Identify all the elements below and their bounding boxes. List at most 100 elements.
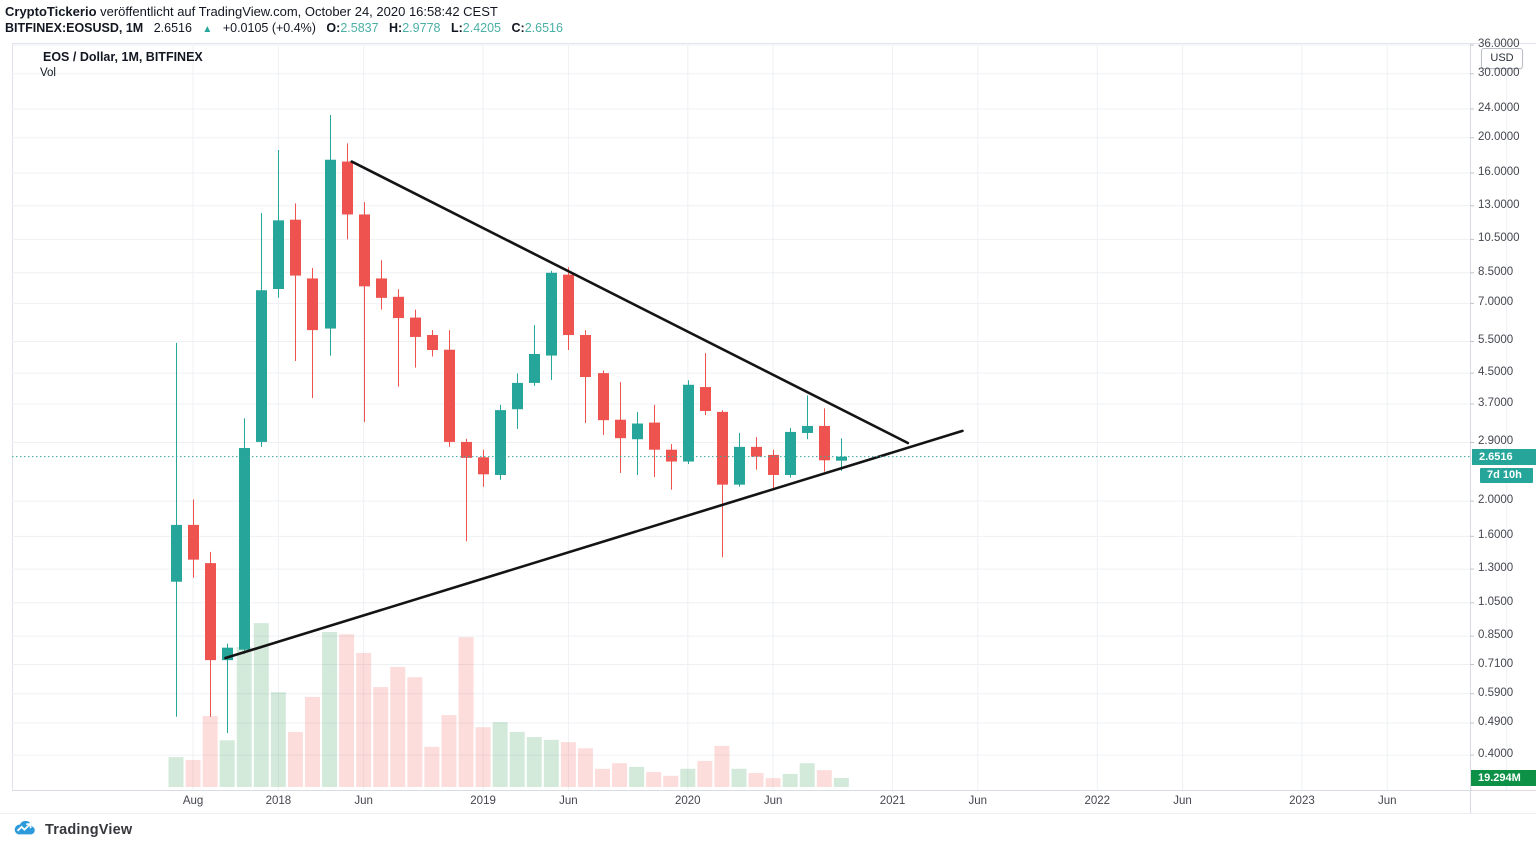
time-tick-label: Aug (182, 795, 204, 807)
candle-body (393, 296, 404, 319)
price-tick-label: 10.5000 (1478, 232, 1520, 245)
symbol-header: BITFINEX:EOSUSD, 1M 2.6516 ▲ +0.0105 (+0… (5, 21, 563, 37)
price-tick-label: 3.7000 (1478, 397, 1514, 410)
tradingview-cloud-icon (14, 821, 35, 835)
time-axis[interactable]: Aug 2018 Jun 2019 Jun 2020 Jun 2021 Jun 2022 Jun 20… (0, 791, 1536, 813)
volume-bar (543, 739, 559, 787)
price-tick-label: 7.0000 (1478, 296, 1514, 309)
price-tick-label: 2.0000 (1478, 494, 1514, 507)
volume-bar (560, 742, 576, 787)
volume-bar (185, 759, 201, 787)
last-price: 2.6516 (153, 21, 192, 35)
volume-bar (373, 687, 389, 787)
price-tick-label: 36.0000 (1478, 38, 1520, 50)
volume-bar (646, 772, 662, 787)
price-tick-label: 1.6000 (1478, 529, 1514, 542)
price-axis[interactable]: USD 2.6516 7d 10h 19.294M 36.0000 30.0000… (1471, 38, 1536, 790)
footer-separator (0, 813, 1536, 814)
candle-body (239, 448, 250, 650)
symbol-name: BITFINEX:EOSUSD, 1M (5, 21, 144, 35)
candle-body (649, 422, 660, 450)
volume-bar (612, 763, 628, 787)
candle-body (342, 161, 353, 215)
candle-body (290, 219, 301, 276)
volume-bar (441, 715, 457, 787)
price-tick-label: 2.9000 (1478, 435, 1514, 448)
candle-body (359, 214, 370, 287)
volume-bar (799, 763, 815, 787)
candle-body (598, 373, 609, 421)
candle-body (768, 454, 779, 475)
volume-bar (270, 692, 286, 787)
currency-unit-button[interactable]: USD (1481, 48, 1523, 69)
high-label: H: (389, 21, 403, 35)
price-tick-label: 16.0000 (1478, 165, 1520, 178)
candle-body (171, 524, 182, 582)
candle-body (683, 384, 694, 462)
time-tick-label: 2022 (1084, 795, 1111, 807)
volume-bar (697, 760, 713, 787)
candle-body (188, 524, 199, 560)
candle-body (700, 387, 711, 412)
tradingview-logo-text: TradingView (45, 821, 133, 838)
volume-bar (714, 745, 730, 787)
time-tick-label: 2018 (265, 795, 292, 807)
price-tick-label: 5.5000 (1478, 334, 1514, 347)
close-value: 2.6516 (524, 21, 563, 35)
candle-body (666, 449, 677, 462)
candle-body (495, 410, 506, 475)
candle-body (444, 349, 455, 442)
publish-header: CryptoTickerio veröffentlicht auf Tradin… (5, 4, 498, 19)
volume-bar (424, 746, 440, 787)
candle-body (802, 425, 813, 433)
candle-body (836, 456, 847, 461)
volume-bar (492, 722, 508, 787)
candle-body (512, 382, 523, 410)
volume-bar (765, 778, 781, 787)
price-tick-label: 0.8500 (1478, 629, 1514, 642)
price-up-arrow-icon: ▲ (202, 24, 213, 35)
volume-bar (731, 768, 747, 787)
panel-left-border (12, 43, 13, 790)
legend-symbol-title: EOS / Dollar, 1M, BITFINEX (43, 50, 203, 64)
candle-body (307, 278, 318, 331)
volume-bar (509, 731, 525, 787)
candle-body (376, 278, 387, 298)
current-volume-badge: 19.294M (1471, 770, 1536, 786)
high-value: 2.9778 (402, 21, 441, 35)
price-tick-label: 20.0000 (1478, 130, 1520, 143)
candle-body (410, 317, 421, 337)
time-tick-label: 2019 (470, 795, 496, 807)
chart-legend: EOS / Dollar, 1M, BITFINEX Vol (40, 50, 203, 79)
volume-bar (219, 740, 235, 787)
volume-bar (168, 757, 184, 787)
open-label: O: (326, 21, 341, 35)
price-tick-label: 13.0000 (1478, 198, 1520, 211)
candle-body (819, 425, 830, 461)
upper-descending-trendline[interactable] (350, 160, 910, 445)
panel-top-border (12, 43, 1536, 44)
time-tick-label: 2023 (1289, 795, 1315, 807)
volume-bar (236, 646, 252, 787)
volume-bar (304, 696, 320, 787)
volume-bar (782, 773, 798, 787)
volume-bar (253, 623, 269, 787)
price-tick-label: 0.4000 (1478, 748, 1514, 761)
candle-body (478, 457, 489, 475)
price-tick-label: 24.0000 (1478, 101, 1520, 114)
legend-volume-label: Vol (40, 67, 56, 79)
price-tick-label: 0.4900 (1478, 716, 1514, 729)
candle-body (717, 411, 728, 485)
price-tick-label: 0.5900 (1478, 686, 1514, 699)
volume-bar (390, 666, 406, 787)
volume-bar (339, 634, 355, 787)
lower-ascending-trendline[interactable] (224, 429, 964, 660)
candle-body (273, 220, 284, 289)
volume-bar (577, 748, 593, 787)
time-tick-label: Jun (763, 795, 783, 807)
time-tick-label: Jun (1173, 795, 1192, 807)
tradingview-logo-link[interactable]: TradingView (13, 821, 132, 838)
volume-bar (458, 637, 474, 787)
